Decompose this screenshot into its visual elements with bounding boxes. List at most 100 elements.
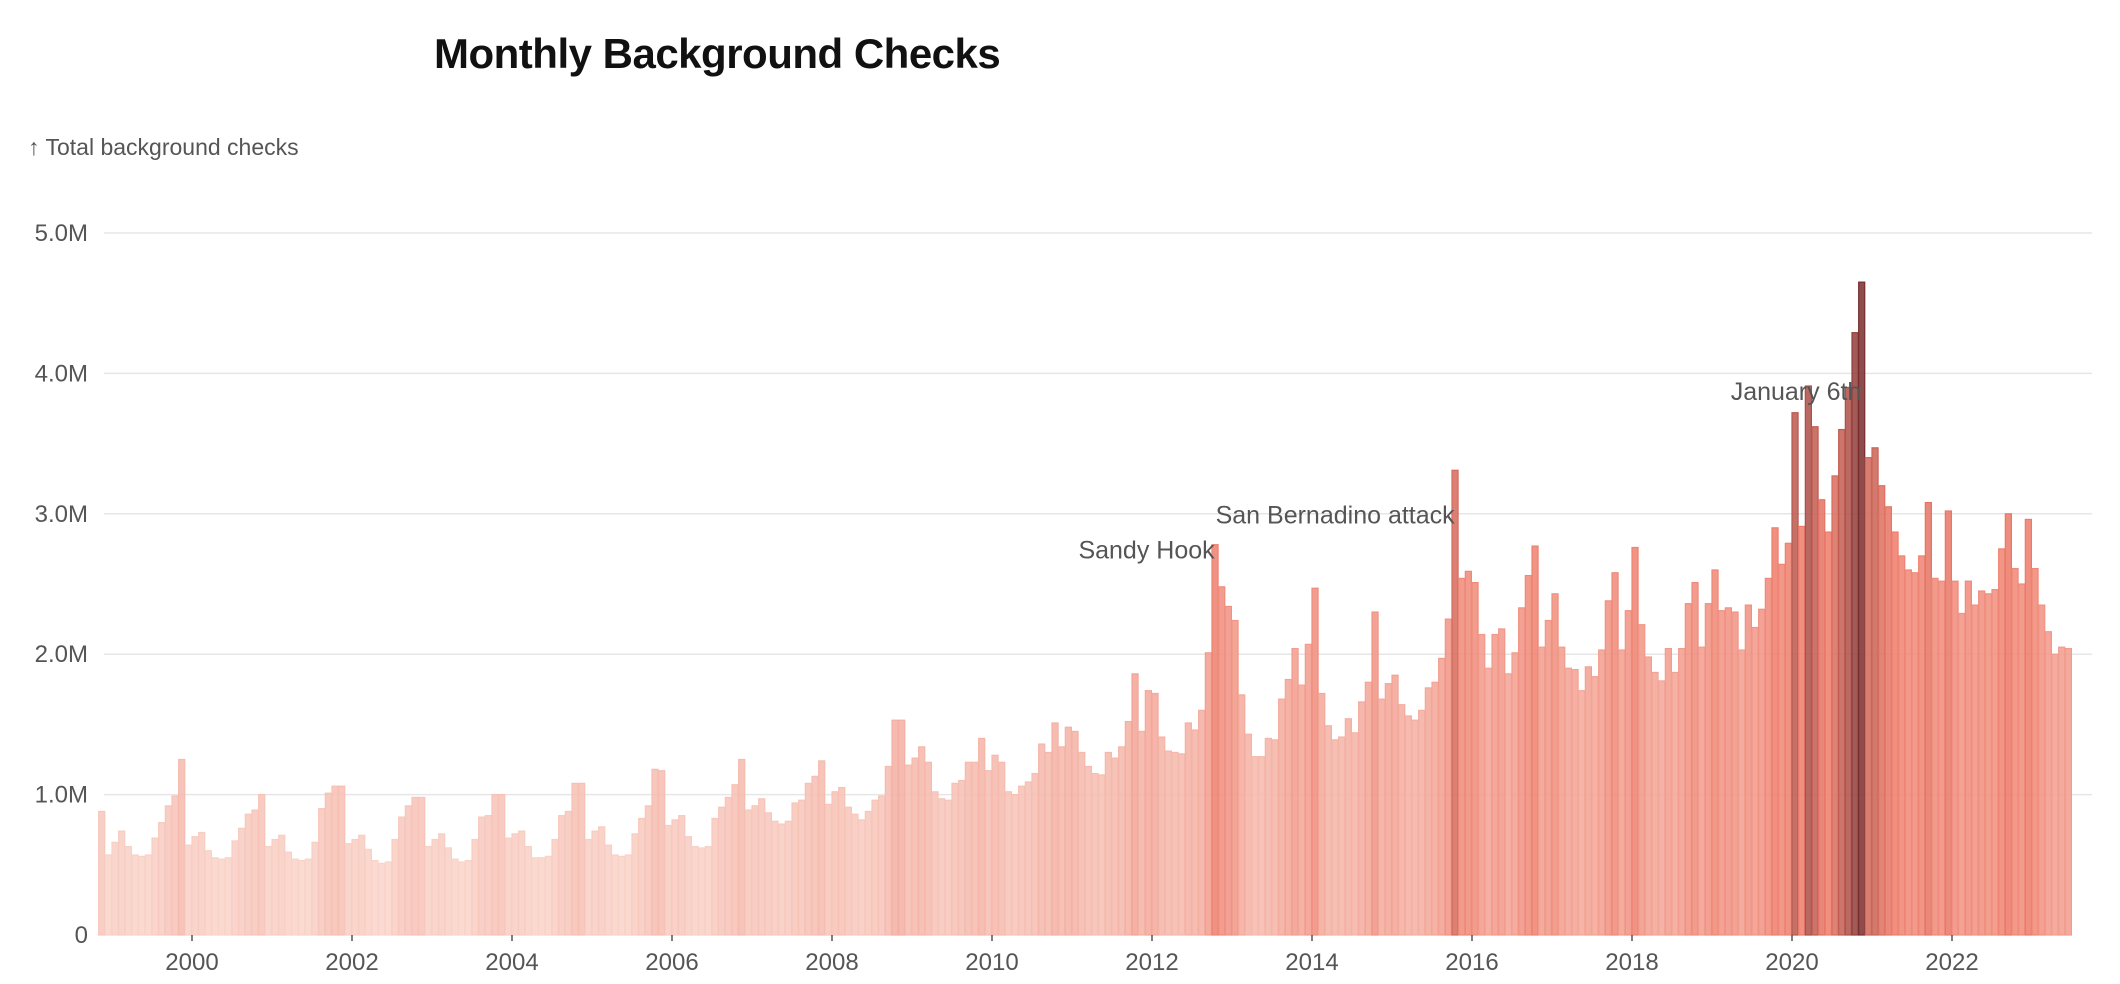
bar-2019-01 <box>1711 569 1719 936</box>
bar-2020-04 <box>1811 426 1819 936</box>
annotation-label: San Bernadino attack <box>1216 501 1456 529</box>
bar-2001-05 <box>298 859 306 936</box>
bar-2019-05 <box>1738 649 1746 936</box>
bar-2010-03 <box>1004 791 1013 936</box>
bar-2017-10 <box>1611 572 1619 936</box>
x-tick-label: 2000 <box>165 949 218 976</box>
x-tick-label: 2018 <box>1605 949 1658 976</box>
bar-2016-08 <box>1518 607 1526 936</box>
bar-2023-04 <box>2051 653 2059 936</box>
x-tick-label: 2022 <box>1925 949 1978 976</box>
bar-2009-12 <box>984 770 993 936</box>
bar-2018-12 <box>1704 603 1712 936</box>
bar-2019-02 <box>1718 610 1726 936</box>
bar-2004-06 <box>544 855 553 936</box>
bar-1999-11 <box>178 758 186 936</box>
bar-2015-03 <box>1404 715 1412 936</box>
bar-2009-03 <box>924 761 933 936</box>
bar-2015-08 <box>1438 657 1446 936</box>
bar-2008-07 <box>871 799 879 936</box>
y-tick-label: 3.0M <box>35 501 88 528</box>
bar-2014-02 <box>1318 692 1326 936</box>
bar-2013-04 <box>1251 756 1259 936</box>
bar-1999-07 <box>151 837 159 936</box>
bar-2015-04 <box>1411 719 1419 936</box>
bar-2022-04 <box>1971 604 1979 936</box>
bar-2017-03 <box>1564 667 1572 936</box>
bar-2017-09 <box>1604 600 1612 936</box>
bar-2014-06 <box>1344 718 1352 936</box>
bar-2014-10 <box>1371 611 1379 936</box>
bar-2020-05 <box>1818 499 1826 936</box>
bar-2001-09 <box>324 792 332 936</box>
bars <box>98 281 2073 936</box>
bar-2006-02 <box>678 815 686 936</box>
bar-2007-02 <box>758 798 766 936</box>
bar-2022-09 <box>2004 513 2012 936</box>
bar-2002-06 <box>384 861 392 936</box>
bar-2004-02 <box>518 830 526 936</box>
bar-2020-02 <box>1798 525 1806 936</box>
bar-2003-05 <box>458 861 466 936</box>
bar-2004-10 <box>571 782 579 936</box>
bar-1999-10 <box>171 795 179 936</box>
bar-2010-06 <box>1024 781 1032 936</box>
bar-2013-01 <box>1231 619 1239 936</box>
bar-2005-06 <box>624 854 633 936</box>
bar-2004-11 <box>578 782 586 936</box>
bar-2002-01 <box>351 838 359 936</box>
bar-2008-08 <box>878 795 886 936</box>
bar-2003-02 <box>438 833 446 936</box>
bar-2009-07 <box>951 782 959 936</box>
bar-2017-12 <box>1624 610 1632 936</box>
bar-2010-11 <box>1058 746 1066 936</box>
bar-2003-04 <box>451 858 459 936</box>
bar-2004-04 <box>531 857 539 936</box>
bar-2018-05 <box>1658 680 1666 936</box>
bar-2012-07 <box>1191 729 1199 936</box>
bar-2006-04 <box>691 845 699 936</box>
bar-2000-02 <box>198 831 206 936</box>
bar-2011-09 <box>1124 720 1132 936</box>
bar-2009-09 <box>964 761 973 936</box>
bar-2014-12 <box>1384 683 1392 936</box>
bar-2023-02 <box>2038 604 2046 936</box>
bar-2017-02 <box>1558 646 1566 936</box>
bar-1999-06 <box>144 854 153 936</box>
bar-2016-07 <box>1511 652 1519 936</box>
bar-2003-07 <box>471 838 479 936</box>
bar-2006-06 <box>704 845 713 936</box>
bar-2001-01 <box>271 838 279 936</box>
bar-2023-01 <box>2031 567 2039 936</box>
bar-2007-10 <box>811 775 819 936</box>
bar-2009-06 <box>944 799 953 936</box>
bar-2016-02 <box>1478 633 1486 936</box>
bar-2002-07 <box>391 838 399 936</box>
bar-2018-01 <box>1631 546 1639 936</box>
bar-2002-05 <box>378 862 386 936</box>
bar-2019-12 <box>1784 542 1792 936</box>
y-tick-label: 1.0M <box>35 782 88 809</box>
bar-2010-09 <box>1044 751 1052 936</box>
x-tick-label: 2014 <box>1285 949 1338 976</box>
bar-2001-08 <box>318 808 326 936</box>
bar-2021-04 <box>1891 531 1899 936</box>
bar-2021-11 <box>1938 580 1946 936</box>
bar-2015-05 <box>1418 709 1426 936</box>
bar-2004-08 <box>558 815 566 936</box>
bar-2022-07 <box>1991 589 1999 936</box>
bar-2007-07 <box>791 802 799 936</box>
bar-2010-10 <box>1051 722 1059 936</box>
bar-2001-06 <box>304 858 312 936</box>
bar-2016-09 <box>1524 574 1532 936</box>
bar-2007-04 <box>771 820 779 936</box>
bar-2021-06 <box>1904 569 1912 936</box>
bar-2020-12 <box>1864 457 1872 936</box>
bar-2021-08 <box>1918 555 1926 936</box>
bar-2000-07 <box>231 840 239 936</box>
bar-2007-09 <box>804 782 813 936</box>
bar-2016-05 <box>1498 628 1506 936</box>
bar-1999-04 <box>131 854 139 936</box>
bar-2000-09 <box>244 813 253 936</box>
